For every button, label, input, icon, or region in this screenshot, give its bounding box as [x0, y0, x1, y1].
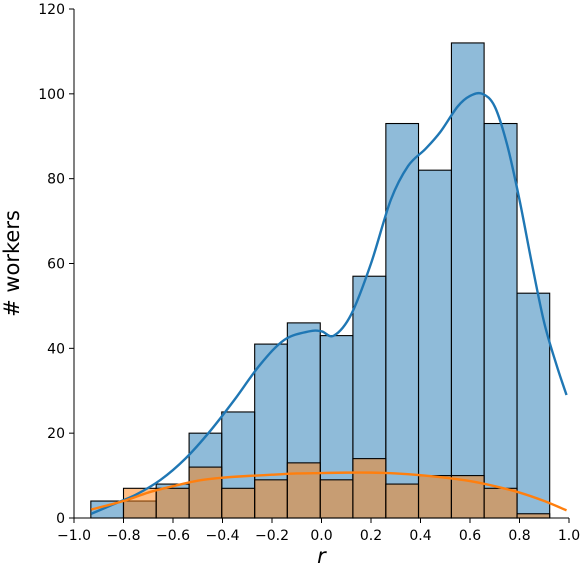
x-tick-label: 1.0	[558, 528, 580, 544]
y-tick-label: 80	[47, 172, 65, 188]
x-tick-label: −0.6	[156, 528, 190, 544]
x-axis-label: r	[317, 544, 327, 568]
x-tick-label: −0.4	[206, 528, 240, 544]
y-ticks-layer: 0 20 40 60 80 100 120	[38, 2, 74, 527]
y-tick-label: 120	[38, 2, 65, 18]
histogram-bar	[352, 458, 387, 519]
histogram-bar	[516, 513, 551, 519]
histogram-bar	[155, 487, 190, 519]
histogram-bar	[221, 487, 256, 519]
histogram-bar	[450, 42, 485, 519]
x-tick-label: 0.8	[508, 528, 530, 544]
histogram-bar	[417, 475, 452, 519]
x-tick-label: 0.4	[409, 528, 431, 544]
histogram-bar	[483, 122, 518, 519]
histogram-bar	[286, 462, 321, 519]
kde-curve	[91, 471, 567, 512]
histogram-bar	[483, 487, 518, 519]
x-tick-label: −0.2	[255, 528, 289, 544]
y-tick-label: 20	[47, 426, 65, 442]
x-tick-label: 0.6	[459, 528, 481, 544]
kde-layer	[90, 91, 568, 515]
bars-layer	[90, 42, 551, 519]
histogram-bar	[188, 466, 223, 519]
histogram-bar	[417, 169, 452, 519]
histogram-bar	[385, 122, 420, 519]
x-tick-label: 0.0	[310, 528, 332, 544]
x-tick-label: −0.8	[107, 528, 141, 544]
histogram-bar	[385, 483, 420, 519]
y-tick-label: 40	[47, 341, 65, 357]
histogram-bar	[319, 479, 354, 519]
y-tick-label: 100	[38, 87, 65, 103]
x-tick-label: −1.0	[57, 528, 91, 544]
x-ticks-layer: −1.0 −0.8 −0.6 −0.4 −0.2 0.0 0.2 0.4 0.6 0.8 1.0	[57, 518, 580, 544]
kde-curve	[90, 91, 568, 515]
y-axis-label: # workers	[0, 210, 24, 317]
histogram-bar	[254, 479, 288, 519]
y-tick-label: 0	[56, 511, 65, 527]
histogram-bar	[516, 292, 551, 519]
y-tick-label: 60	[47, 257, 65, 273]
x-tick-label: 0.2	[360, 528, 382, 544]
